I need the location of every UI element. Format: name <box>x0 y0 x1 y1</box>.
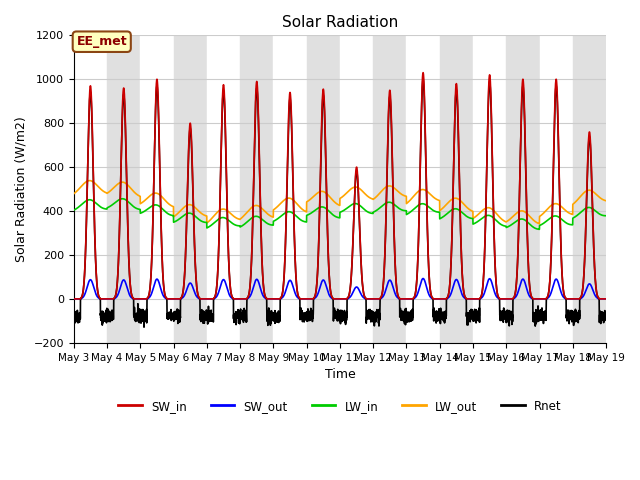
SW_out <box>512 294 520 300</box>
LW_out <box>180 204 188 210</box>
LW_out <box>536 221 543 227</box>
LW_in <box>118 196 126 202</box>
Line: SW_out: SW_out <box>74 278 606 299</box>
LW_out <box>486 205 493 211</box>
Y-axis label: Solar Radiation (W/m2): Solar Radiation (W/m2) <box>15 116 28 262</box>
LW_out <box>388 184 396 190</box>
Rnet <box>512 286 520 291</box>
Rnet <box>419 77 427 83</box>
Rnet <box>180 278 188 284</box>
LW_in <box>70 207 77 213</box>
Bar <box>273 36 307 343</box>
Rnet <box>486 79 493 85</box>
LW_out <box>525 213 533 219</box>
SW_in <box>388 137 396 143</box>
Bar <box>240 36 273 343</box>
Bar <box>74 36 107 343</box>
Bar <box>107 36 140 343</box>
SW_out <box>419 276 427 281</box>
LW_in <box>525 221 533 227</box>
SW_in <box>486 72 493 78</box>
LW_out <box>86 178 93 183</box>
Line: LW_in: LW_in <box>74 199 606 229</box>
Rnet <box>140 324 148 330</box>
LW_in <box>536 227 543 232</box>
SW_in <box>512 286 520 292</box>
SW_in <box>180 279 188 285</box>
Line: Rnet: Rnet <box>74 80 606 327</box>
LW_out <box>360 190 367 195</box>
Rnet <box>70 312 77 318</box>
Bar <box>373 36 406 343</box>
Bar <box>406 36 440 343</box>
LW_in <box>180 212 188 218</box>
Legend: SW_in, SW_out, LW_in, LW_out, Rnet: SW_in, SW_out, LW_in, LW_out, Rnet <box>113 395 566 417</box>
LW_in <box>388 200 396 206</box>
SW_out <box>70 296 77 302</box>
SW_in <box>602 296 610 302</box>
LW_in <box>486 213 493 218</box>
Bar <box>307 36 340 343</box>
LW_out <box>70 191 77 197</box>
SW_in <box>525 283 533 288</box>
LW_out <box>512 211 520 216</box>
LW_out <box>602 198 610 204</box>
Text: EE_met: EE_met <box>76 35 127 48</box>
Bar <box>340 36 373 343</box>
SW_out <box>180 293 188 299</box>
Bar <box>540 36 573 343</box>
Title: Solar Radiation: Solar Radiation <box>282 15 398 30</box>
Rnet <box>360 289 367 295</box>
Rnet <box>526 284 534 290</box>
Bar <box>173 36 207 343</box>
X-axis label: Time: Time <box>324 368 355 381</box>
Bar <box>140 36 173 343</box>
Bar <box>506 36 540 343</box>
SW_out <box>525 293 533 299</box>
Bar <box>573 36 606 343</box>
SW_out <box>486 276 493 282</box>
Line: SW_in: SW_in <box>74 72 606 299</box>
SW_in <box>360 289 367 295</box>
Bar <box>207 36 240 343</box>
Rnet <box>602 311 610 317</box>
Bar <box>473 36 506 343</box>
SW_out <box>360 295 367 300</box>
Line: LW_out: LW_out <box>74 180 606 224</box>
Bar <box>440 36 473 343</box>
SW_out <box>388 281 396 287</box>
SW_out <box>602 296 610 302</box>
SW_in <box>70 296 77 302</box>
LW_in <box>360 206 367 212</box>
LW_in <box>602 213 610 218</box>
SW_in <box>419 70 427 75</box>
Rnet <box>388 146 396 152</box>
LW_in <box>512 218 520 224</box>
